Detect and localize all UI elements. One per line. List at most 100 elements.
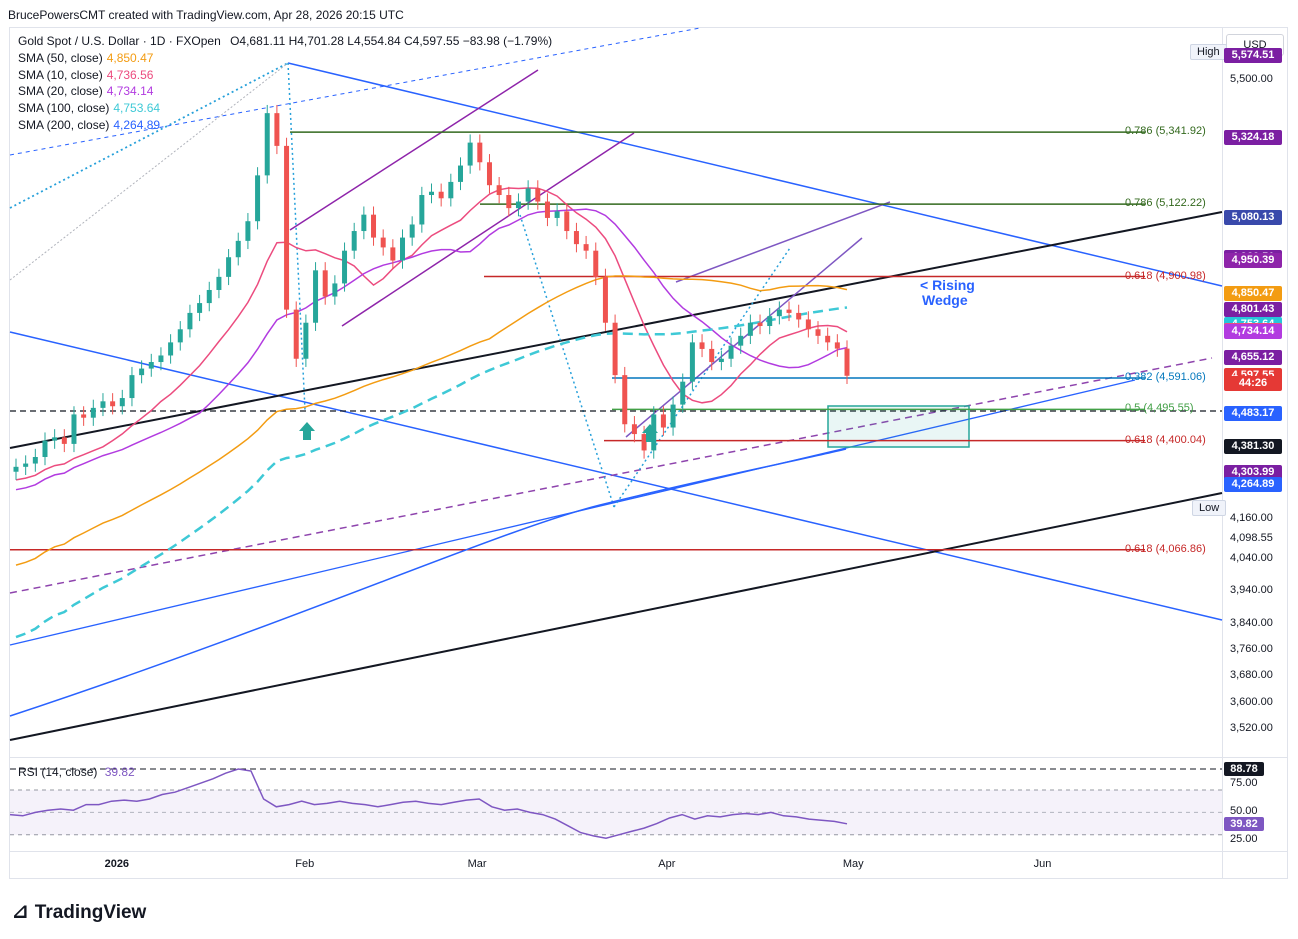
candle <box>593 242 599 286</box>
candle-body <box>148 362 154 369</box>
candle <box>400 229 406 269</box>
candle-body <box>486 162 492 186</box>
candle-body <box>564 211 570 232</box>
candle-body <box>13 466 19 472</box>
candle-body <box>361 214 367 232</box>
candle <box>535 180 541 210</box>
candle-body <box>680 381 686 405</box>
instrument-title: Gold Spot / U.S. Dollar · 1D · FXOpen O4… <box>18 34 552 48</box>
up-arrow-marker <box>299 422 315 440</box>
candle-body <box>197 303 203 313</box>
candle-body <box>689 342 695 382</box>
candle <box>815 321 821 345</box>
rsi-tick: 75.00 <box>1230 777 1258 790</box>
candle-body <box>139 368 145 376</box>
candle <box>197 294 203 322</box>
candle <box>52 429 58 449</box>
candle-body <box>322 270 328 297</box>
outer-frame <box>9 27 1288 879</box>
candle-body <box>438 191 444 199</box>
candle-body <box>409 224 415 238</box>
candle-body <box>342 250 348 284</box>
symbol-title[interactable]: Gold Spot / U.S. Dollar · 1D · FXOpen <box>18 34 221 48</box>
moving-averages <box>9 187 848 717</box>
candle <box>805 311 811 338</box>
sma-line-10 <box>15 187 848 481</box>
candle-body <box>844 348 850 376</box>
y-tick: 3,760.00 <box>1230 643 1273 656</box>
candle <box>699 334 705 358</box>
indicator-legend-item[interactable]: SMA (100, close) 4,753.64 <box>18 101 160 115</box>
candle-body <box>419 195 425 225</box>
candle-body <box>71 414 77 444</box>
candle-body <box>515 201 521 209</box>
candle <box>158 347 164 371</box>
candle <box>313 262 319 331</box>
price-label: 4,850.47 <box>1224 285 1282 301</box>
candle-body <box>776 309 782 317</box>
tradingview-logo[interactable]: ⊿ TradingView <box>12 899 146 924</box>
candle <box>81 406 87 426</box>
candle <box>264 104 270 184</box>
price-label: 4,655.12 <box>1224 349 1282 365</box>
candle-body <box>496 185 502 196</box>
price-label: 4,381.30 <box>1224 439 1282 455</box>
rsi-value: 39.82 <box>104 765 135 779</box>
candle <box>448 173 454 207</box>
indicator-legend-item[interactable]: SMA (10, close) 4,736.56 <box>18 68 153 82</box>
candle-body <box>622 375 628 425</box>
indicator-legend-item[interactable]: SMA (50, close) 4,850.47 <box>18 51 153 65</box>
candle-body <box>467 142 473 166</box>
candle-body <box>429 191 434 196</box>
candle <box>371 206 377 246</box>
candle <box>361 206 367 240</box>
candle-body <box>23 463 29 467</box>
candle <box>631 416 637 443</box>
up-arrow-marker <box>642 424 658 442</box>
candle <box>796 304 802 328</box>
downtrend-line-lower <box>9 331 1223 621</box>
rsi-tick: 88.78 <box>1224 761 1264 776</box>
low-badge: Low <box>1192 500 1227 516</box>
candle-body <box>168 342 174 356</box>
candle <box>825 327 831 351</box>
candle-body <box>216 276 222 290</box>
candle-body <box>235 240 241 258</box>
candle-body <box>206 289 212 304</box>
candle <box>834 334 840 357</box>
candle-body <box>747 322 753 336</box>
candle <box>168 334 174 364</box>
price-label: 4,264.89 <box>1224 477 1282 493</box>
candle <box>680 373 686 413</box>
candle <box>612 314 618 384</box>
x-tick: 2026 <box>104 858 130 870</box>
candle <box>342 242 348 292</box>
indicator-legend-item[interactable]: SMA (20, close) 4,734.14 <box>18 84 153 98</box>
low-value: 4,098.55 <box>1230 532 1273 545</box>
x-tick: Apr <box>658 858 676 870</box>
candle <box>235 232 241 266</box>
candle <box>467 134 473 174</box>
candle-body <box>825 335 831 343</box>
candle <box>602 268 608 331</box>
rsi-tick: 50.00 <box>1230 805 1258 818</box>
candle-body <box>177 329 183 343</box>
candle-body <box>158 355 164 363</box>
indicator-legend-item[interactable]: SMA (200, close) 4,264.89 <box>18 118 160 132</box>
candle-body <box>699 342 705 349</box>
candle-body <box>32 456 38 464</box>
candle <box>255 167 261 230</box>
fib-label: 0.786 (5,122.22) <box>1125 197 1206 210</box>
candle <box>689 334 695 390</box>
trendlines <box>9 27 1223 741</box>
channel-lower-purple <box>341 132 635 327</box>
price-label: 4,303.99 <box>1224 464 1282 480</box>
fib-label: 0.618 (4,900.98) <box>1125 269 1206 282</box>
candle-body <box>544 201 550 218</box>
candle-body <box>90 407 96 418</box>
price-label: 5,080.13 <box>1224 210 1282 226</box>
candle-body <box>187 312 193 330</box>
candle-body <box>129 375 135 399</box>
indicator-value: 4,753.64 <box>113 101 161 116</box>
